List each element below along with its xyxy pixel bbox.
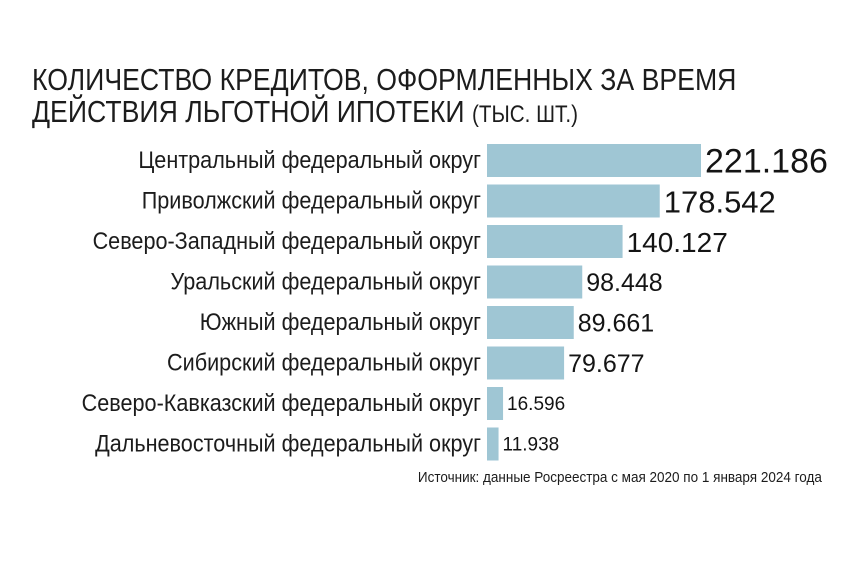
value-label: 221.186: [705, 143, 828, 181]
bar: [487, 144, 701, 177]
category-label: Приволжский федеральный округ: [142, 188, 481, 215]
category-label: Центральный федеральный округ: [138, 147, 481, 174]
category-label: Южный федеральный округ: [200, 309, 481, 336]
value-label: 79.677: [568, 350, 644, 378]
category-label: Северо-Западный федеральный округ: [93, 228, 482, 255]
category-label: Уральский федеральный округ: [171, 269, 482, 296]
value-label: 16.596: [507, 394, 565, 415]
bar: [487, 387, 504, 420]
title-line-2-text: ДЕЙСТВИЯ ЛЬГОТНОЙ ИПОТЕКИ: [32, 94, 465, 129]
value-label: 178.542: [664, 185, 776, 220]
value-label: 11.938: [503, 435, 560, 456]
unit-label: (ТЫС. ШТ.): [472, 101, 578, 128]
category-label: Дальневосточный федеральный округ: [95, 431, 481, 458]
value-label: 98.448: [586, 269, 662, 297]
bar: [487, 306, 574, 339]
bar: [487, 427, 499, 461]
value-label: 140.127: [627, 227, 728, 258]
category-label: Сибирский федеральный округ: [167, 350, 481, 377]
bar: [487, 346, 565, 380]
value-label: 89.661: [578, 310, 654, 338]
title-line-2: ДЕЙСТВИЯ ЛЬГОТНОЙ ИПОТЕКИ (ТЫС. ШТ.): [32, 96, 737, 131]
source-note: Источник: данные Росреестра с мая 2020 п…: [418, 469, 822, 486]
bar: [487, 184, 660, 218]
category-label: Северо-Кавказский федеральный округ: [82, 390, 482, 417]
title-line-1: КОЛИЧЕСТВО КРЕДИТОВ, ОФОРМЛЕННЫХ ЗА ВРЕМ…: [32, 62, 737, 97]
bar: [487, 225, 623, 258]
chart-title: КОЛИЧЕСТВО КРЕДИТОВ, ОФОРМЛЕННЫХ ЗА ВРЕМ…: [32, 64, 737, 131]
bar: [487, 265, 583, 299]
